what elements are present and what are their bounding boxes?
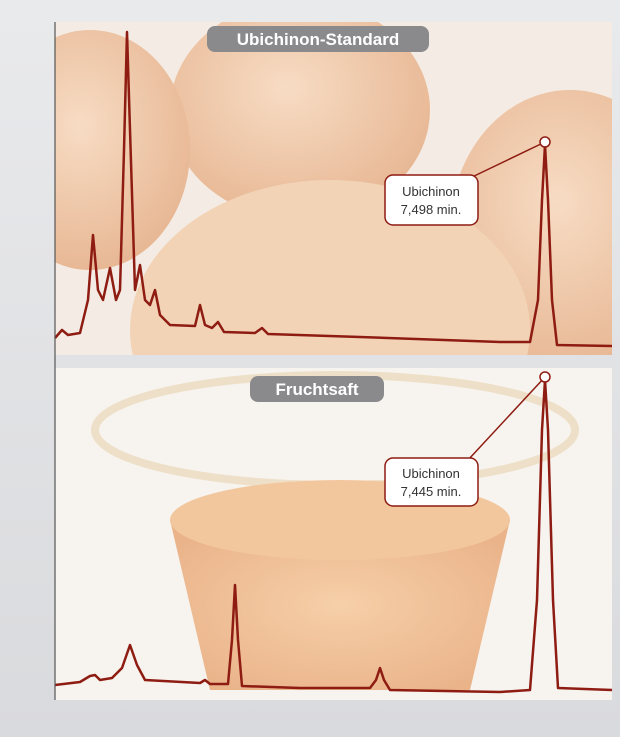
annotation-name: Ubichinon — [402, 466, 460, 481]
annotation-time: 7,445 min. — [401, 484, 462, 499]
callout-line — [467, 376, 546, 461]
annotation-box — [384, 174, 479, 226]
title-pill — [207, 26, 429, 52]
peak-marker — [539, 136, 551, 148]
annotation-box — [384, 457, 479, 507]
chromatogram-trace — [54, 378, 613, 694]
panel-title: Ubichinon-Standard — [237, 30, 399, 49]
title-pill — [250, 376, 384, 402]
peak-marker — [539, 371, 551, 383]
annotation-time: 7,498 min. — [401, 202, 462, 217]
top-photo — [55, 22, 612, 355]
chromatogram-trace — [54, 30, 613, 348]
panel-title: Fruchtsaft — [275, 380, 358, 399]
annotation-name: Ubichinon — [402, 184, 460, 199]
bottom-photo — [55, 368, 612, 700]
callout-line — [469, 141, 546, 179]
